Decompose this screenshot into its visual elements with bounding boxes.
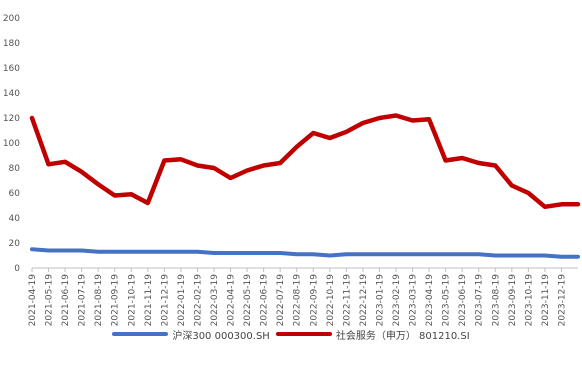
- y-tick-label: 40: [9, 214, 21, 224]
- x-tick-label: 2023-04-19: [425, 274, 435, 327]
- x-tick-label: 2022-09-19: [309, 274, 319, 327]
- x-tick-label: 2022-04-19: [227, 274, 237, 327]
- y-tick-label: 0: [14, 264, 20, 274]
- legend-item: 沪深300 000300.SH: [112, 327, 270, 342]
- x-tick-label: 2022-10-19: [326, 274, 336, 327]
- x-tick-label: 2022-05-19: [243, 274, 253, 327]
- x-tick-label: 2022-01-19: [177, 274, 187, 327]
- x-tick-label: 2023-12-19: [557, 274, 567, 327]
- y-tick-label: 160: [3, 64, 20, 74]
- x-tick-label: 2023-11-19: [541, 274, 551, 327]
- x-tick-label: 2022-06-19: [260, 274, 270, 327]
- series-line-1: [30, 247, 580, 259]
- x-tick-label: 2023-03-19: [409, 274, 419, 327]
- x-tick-label: 2021-09-19: [111, 274, 121, 327]
- x-tick-label: 2022-11-19: [342, 274, 352, 327]
- x-tick-label: 2021-04-19: [28, 274, 38, 327]
- x-tick-label: 2022-02-19: [193, 274, 203, 327]
- x-tick-label: 2021-06-19: [61, 274, 71, 327]
- legend: 沪深300 000300.SH 社会服务（申万） 801210.SI: [0, 324, 582, 344]
- x-tick-label: 2022-08-19: [293, 274, 303, 327]
- x-tick-label: 2022-03-19: [210, 274, 220, 327]
- x-tick-label: 2023-08-19: [491, 274, 501, 327]
- x-tick-label: 2023-02-19: [392, 274, 402, 327]
- x-tick-label: 2023-06-19: [458, 274, 468, 327]
- x-tick-label: 2021-08-19: [94, 274, 104, 327]
- y-tick-label: 180: [3, 39, 20, 49]
- y-tick-label: 60: [9, 189, 21, 199]
- x-tick-label: 2023-05-19: [442, 274, 452, 327]
- legend-label: 沪深300 000300.SH: [172, 330, 270, 342]
- x-axis: 2021-04-19 2021-05-19 2021-06-19 2021-07-19…: [28, 267, 578, 327]
- series-lines: [29, 113, 581, 259]
- x-tick-label: 2022-07-19: [276, 274, 286, 327]
- x-tick-label: 2023-07-19: [475, 274, 485, 327]
- x-tick-label: 2021-07-19: [78, 274, 88, 327]
- y-tick-label: 80: [9, 164, 21, 174]
- x-tick-label: 2021-05-19: [45, 274, 55, 327]
- y-tick-label: 100: [3, 139, 20, 149]
- x-tick-label: 2022-12-19: [359, 274, 369, 327]
- x-tick-label: 2021-11-19: [144, 274, 154, 327]
- y-tick-label: 200: [3, 14, 20, 24]
- y-tick-label: 140: [3, 89, 20, 99]
- x-tick-label: 2021-10-19: [127, 274, 137, 327]
- legend-swatch: [275, 332, 332, 336]
- y-axis: 0 20 40 60 80 100 120 140 160 180 200: [3, 14, 20, 274]
- x-tick-label: 2023-09-19: [508, 274, 518, 327]
- y-tick-label: 20: [9, 239, 21, 249]
- legend-item: 社会服务（申万） 801210.SI: [275, 327, 470, 342]
- x-tick-label: 2023-10-19: [524, 274, 534, 327]
- x-tick-label: 2021-12-19: [160, 274, 170, 327]
- legend-swatch: [112, 332, 169, 336]
- x-tick-label: 2023-01-19: [375, 274, 385, 327]
- legend-label: 社会服务（申万） 801210.SI: [335, 330, 470, 342]
- y-tick-label: 120: [3, 114, 20, 124]
- series-line-2: [29, 113, 581, 210]
